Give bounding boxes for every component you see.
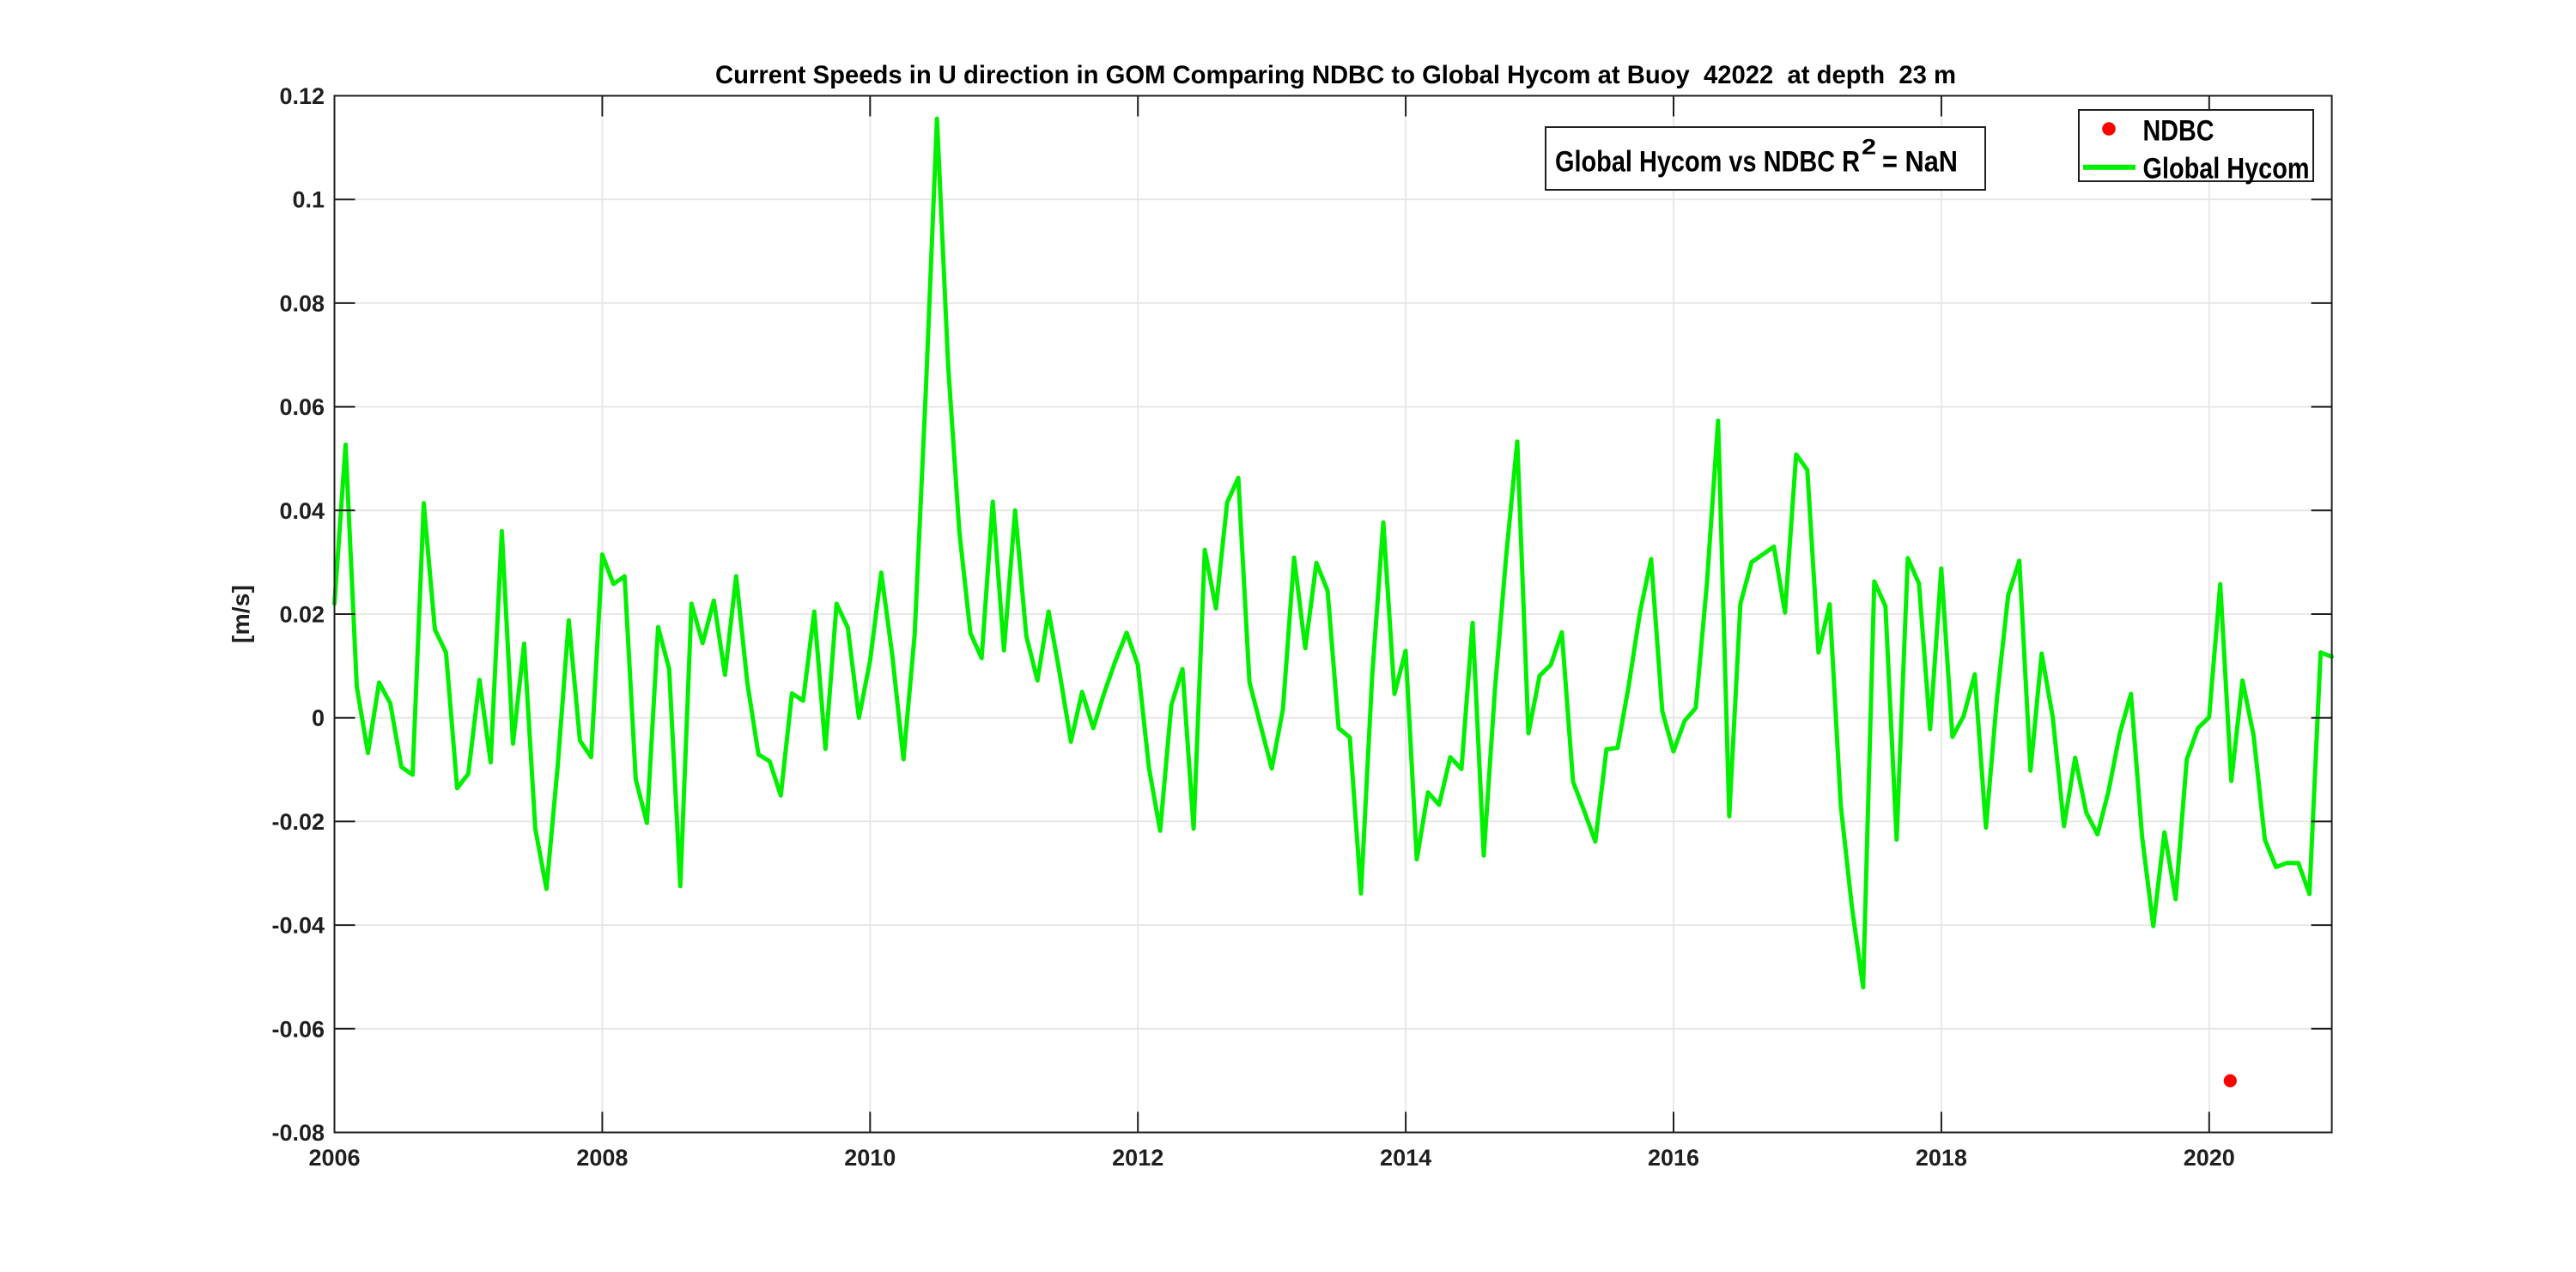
svg-text:2012: 2012 [1112,1145,1163,1171]
svg-text:Global Hycom vs NDBC R: Global Hycom vs NDBC R [1555,146,1860,179]
svg-text:0: 0 [312,705,325,731]
svg-text:2010: 2010 [844,1145,896,1171]
svg-text:[m/s]: [m/s] [228,585,254,643]
svg-text:2: 2 [1862,136,1876,160]
svg-text:0.08: 0.08 [279,290,325,316]
svg-text:2014: 2014 [1380,1145,1431,1171]
svg-text:0.12: 0.12 [279,83,325,109]
svg-text:2016: 2016 [1648,1145,1699,1171]
svg-text:NDBC: NDBC [2143,115,2215,148]
svg-text:-0.08: -0.08 [271,1120,325,1146]
svg-text:-0.04: -0.04 [271,913,325,939]
svg-text:0.02: 0.02 [279,602,325,628]
svg-text:Global Hycom: Global Hycom [2143,153,2310,186]
svg-text:-0.02: -0.02 [271,809,325,835]
svg-text:0.06: 0.06 [279,394,325,420]
svg-text:-0.06: -0.06 [271,1016,325,1042]
svg-text:2020: 2020 [2184,1145,2235,1171]
svg-text:2006: 2006 [308,1145,360,1171]
svg-text:2018: 2018 [1916,1145,1967,1171]
svg-text:0.1: 0.1 [292,187,325,213]
svg-text:Current Speeds in U direction: Current Speeds in U direction in GOM Com… [715,61,1956,89]
svg-text:= NaN: = NaN [1882,146,1958,179]
svg-text:2008: 2008 [576,1145,628,1171]
svg-text:0.04: 0.04 [279,498,325,524]
